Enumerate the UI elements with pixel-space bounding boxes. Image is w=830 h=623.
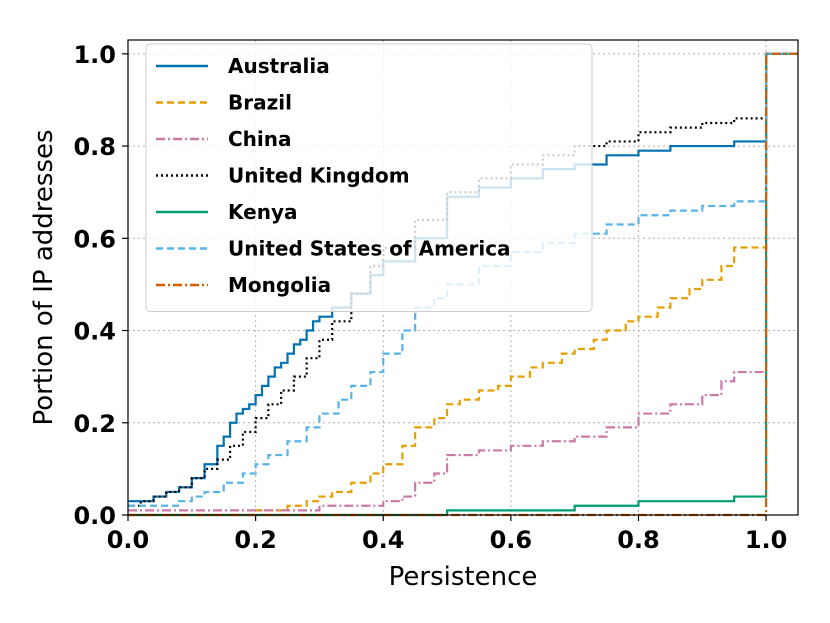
plot-frame <box>127 39 799 516</box>
y-axis-label: Portion of IP addresses <box>29 129 59 425</box>
x-tick-label: 0.4 <box>362 526 405 554</box>
y-tick-label: 0.0 <box>73 502 116 530</box>
x-axis-label: Persistence <box>389 562 538 592</box>
x-tick-label: 0.0 <box>107 526 150 554</box>
x-tick-label: 0.2 <box>234 526 277 554</box>
legend-label: United Kingdom <box>228 164 410 188</box>
legend: Australia Brazil China United Kingdom Kenya U… <box>145 43 593 312</box>
axis-ticks: 0.0 0.2 0.4 0.6 0.8 1.0 0.0 0.2 0.4 0.6 0.8 1.0 <box>73 41 787 554</box>
y-tick-label: 0.8 <box>73 133 116 161</box>
legend-label: Australia <box>228 54 330 78</box>
x-tick-label: 0.8 <box>617 526 660 554</box>
legend-label: United States of America <box>228 237 511 261</box>
legend-label: Mongolia <box>228 273 331 297</box>
series-line-kenya <box>128 52 798 517</box>
series-line-brazil <box>128 52 798 517</box>
legend-box <box>145 43 593 312</box>
y-tick-label: 0.4 <box>73 318 116 346</box>
series-line-china <box>128 52 798 512</box>
series-line-united-states-of-america <box>128 52 798 507</box>
x-tick-label: 1.0 <box>745 526 788 554</box>
y-tick-label: 0.6 <box>73 225 116 253</box>
y-tick-label: 0.2 <box>73 410 116 438</box>
x-tick-label: 0.6 <box>490 526 533 554</box>
legend-label: Kenya <box>228 200 297 224</box>
y-tick-label: 1.0 <box>73 41 116 69</box>
legend-label: China <box>228 127 292 151</box>
legend-label: Brazil <box>228 91 292 115</box>
